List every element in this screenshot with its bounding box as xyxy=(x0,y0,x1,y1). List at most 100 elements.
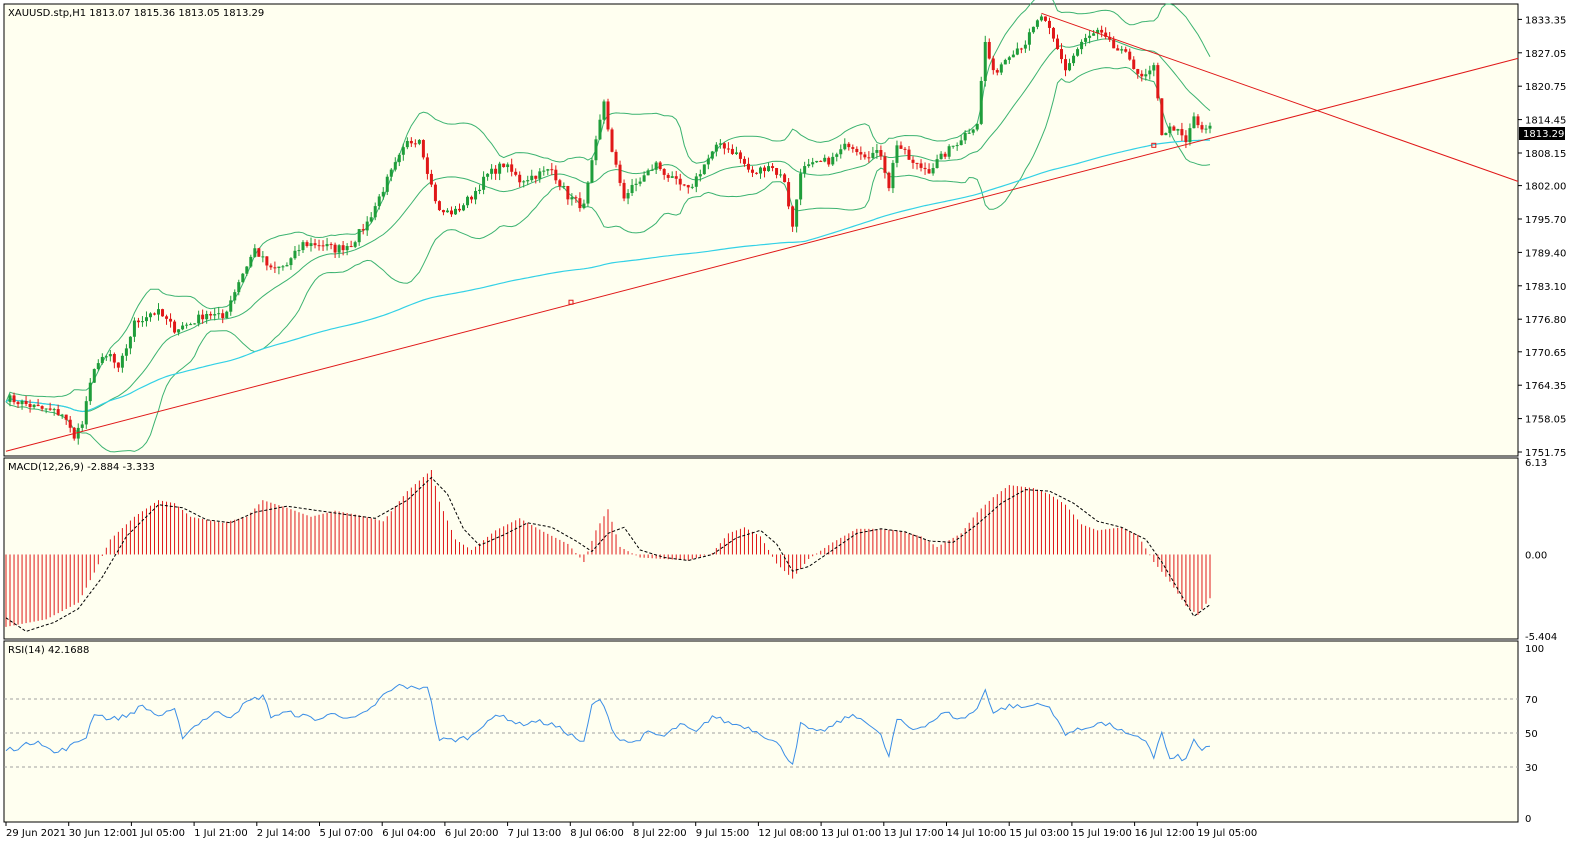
candle-body xyxy=(546,169,550,171)
time-tick-label: 8 Jul 06:00 xyxy=(570,828,624,839)
candle-body xyxy=(602,101,606,120)
candle-body xyxy=(1140,73,1144,77)
candle-body xyxy=(638,181,642,184)
candle-body xyxy=(409,140,413,144)
candle-body xyxy=(341,245,345,251)
candle-body xyxy=(915,162,919,164)
candle-body xyxy=(722,143,726,149)
candle-body xyxy=(277,266,281,268)
candle-body xyxy=(357,229,361,243)
macd-header: MACD(12,26,9) -2.884 -3.333 xyxy=(8,462,155,473)
candle-body xyxy=(955,145,959,147)
candle-body xyxy=(510,164,514,172)
time-axis xyxy=(0,823,1592,859)
macd-tick-label: 0.00 xyxy=(1525,550,1547,561)
candle-body xyxy=(128,336,132,349)
candle-body xyxy=(249,256,253,267)
price-tick-label: 1808.15 xyxy=(1525,149,1566,160)
candle-body xyxy=(80,424,84,428)
time-tick-label: 19 Jul 05:00 xyxy=(1197,828,1257,839)
candle-body xyxy=(273,267,277,269)
candle-body xyxy=(943,153,947,157)
candle-body xyxy=(835,154,839,157)
candle-body xyxy=(726,148,730,150)
candle-body xyxy=(746,163,750,170)
candle-body xyxy=(1015,48,1019,55)
candle-body xyxy=(983,41,987,81)
candle-body xyxy=(526,180,530,182)
candle-body xyxy=(385,176,389,192)
macd-tick-label: -5.404 xyxy=(1525,632,1557,643)
candle-body xyxy=(173,321,177,333)
candle-body xyxy=(618,164,622,183)
candle-body xyxy=(1152,65,1156,71)
candle-body xyxy=(787,182,791,207)
candle-body xyxy=(84,401,88,425)
candle-body xyxy=(1156,65,1160,99)
candle-body xyxy=(582,203,586,209)
candle-body xyxy=(345,246,349,251)
candle-body xyxy=(763,167,767,172)
candle-body xyxy=(124,348,128,356)
candle-body xyxy=(233,292,237,301)
candle-body xyxy=(714,144,718,152)
candle-body xyxy=(1132,59,1136,70)
candle-body xyxy=(373,206,377,218)
candle-body xyxy=(20,401,24,405)
candle-body xyxy=(879,150,883,157)
rsi-pane[interactable] xyxy=(3,640,1519,823)
rsi-header: RSI(14) 42.1688 xyxy=(8,645,89,656)
main-chart-header: XAUUSD.stp,H1 1813.07 1815.36 1813.05 18… xyxy=(8,8,264,19)
candle-body xyxy=(1204,128,1208,130)
candle-body xyxy=(1180,129,1184,136)
candle-body xyxy=(478,189,482,191)
time-tick-label: 6 Jul 04:00 xyxy=(382,828,436,839)
candle-body xyxy=(157,309,161,315)
candle-body xyxy=(702,164,706,175)
candle-body xyxy=(795,199,799,227)
candle-body xyxy=(750,169,754,173)
price-tick-label: 1814.45 xyxy=(1525,116,1566,127)
candle-body xyxy=(92,369,96,383)
candle-body xyxy=(1043,16,1047,21)
candle-body xyxy=(698,174,702,177)
candle-body xyxy=(578,198,582,209)
rsi-line xyxy=(5,683,1211,766)
candle-body xyxy=(1027,32,1031,45)
candle-body xyxy=(586,182,590,204)
candle-body xyxy=(1068,63,1072,71)
candle-body xyxy=(767,166,771,172)
candle-body xyxy=(799,173,803,200)
candle-body xyxy=(1051,27,1055,39)
candle-body xyxy=(779,174,783,176)
candle-body xyxy=(971,129,975,133)
candle-body xyxy=(201,314,205,320)
candle-body xyxy=(257,248,261,257)
rsi-tick-label: 50 xyxy=(1525,729,1538,740)
candle-body xyxy=(265,256,269,266)
price-tick-label: 1833.35 xyxy=(1525,15,1566,26)
candle-body xyxy=(995,70,999,73)
candle-body xyxy=(217,313,221,315)
candle-body xyxy=(237,282,241,293)
candle-body xyxy=(843,143,847,150)
candle-body xyxy=(911,159,915,163)
candle-body xyxy=(690,186,694,188)
candle-body xyxy=(285,265,289,267)
candle-body xyxy=(1168,126,1172,134)
candle-body xyxy=(650,169,654,171)
candle-body xyxy=(666,174,670,178)
candle-body xyxy=(413,143,417,145)
candle-body xyxy=(466,196,470,206)
candle-body xyxy=(100,356,104,364)
candle-body xyxy=(116,362,120,368)
candle-body xyxy=(108,354,112,357)
candle-body xyxy=(646,170,650,176)
main-pane[interactable] xyxy=(3,3,1519,457)
candle-body xyxy=(682,184,686,186)
candle-body xyxy=(449,210,453,215)
candle-body xyxy=(205,313,209,320)
macd-tick-label: 6.13 xyxy=(1525,458,1547,469)
candle-body xyxy=(626,193,630,199)
